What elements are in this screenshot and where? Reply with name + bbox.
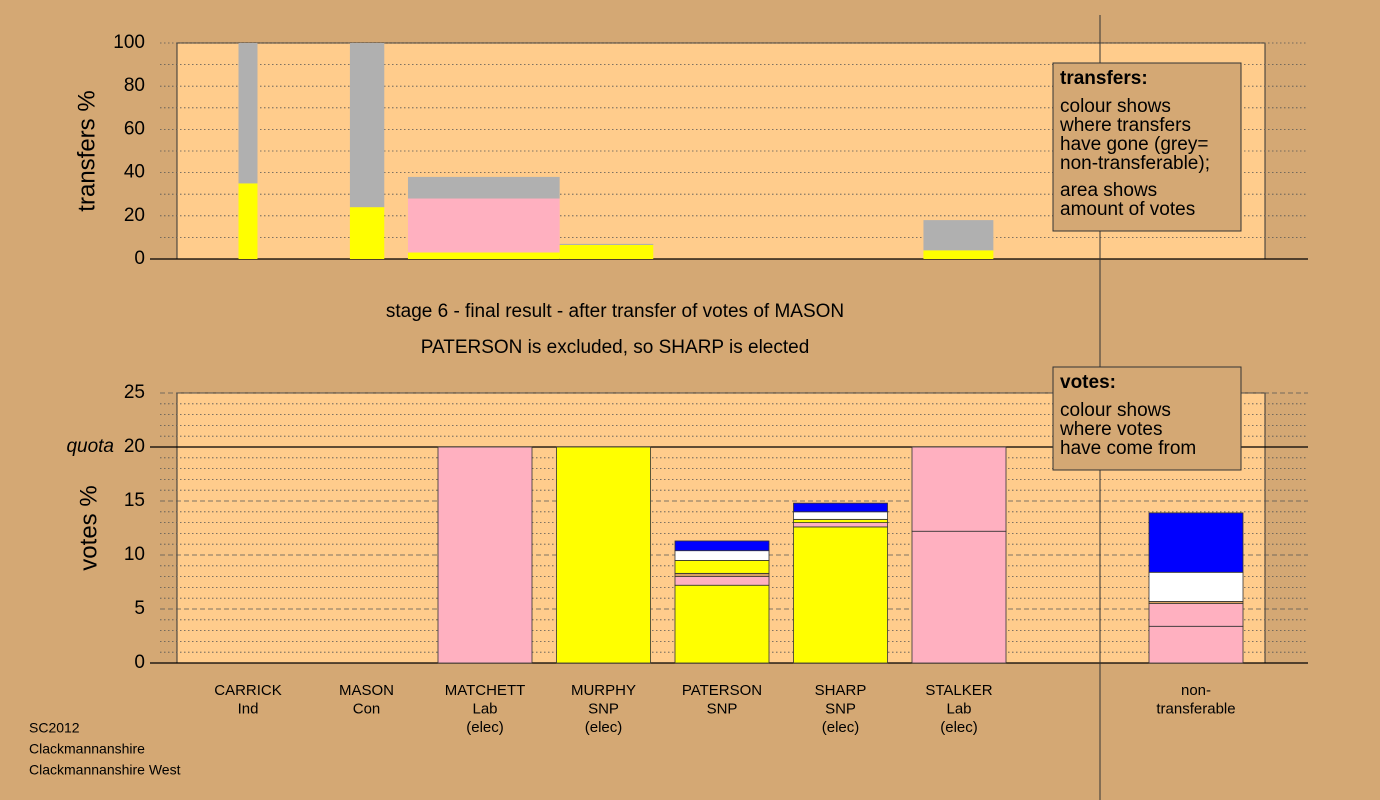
bar-segment — [674, 550, 770, 561]
transfer-segment — [407, 198, 560, 253]
x-tick-label: non- — [1181, 682, 1211, 699]
x-tick-label: (elec) — [940, 719, 978, 736]
legend-heading: votes: — [1060, 372, 1116, 393]
y-tick-label: 0 — [134, 652, 145, 673]
bar-segment — [674, 576, 770, 586]
bar-segment — [1148, 625, 1244, 664]
legend-box — [1052, 366, 1242, 471]
y-tick-label: 15 — [124, 490, 145, 511]
bar-segment — [556, 446, 651, 664]
bar-segment — [1148, 512, 1244, 573]
transfer-segment — [559, 243, 654, 245]
y-tick-label: 60 — [124, 118, 145, 139]
bar-segment — [911, 530, 1007, 664]
transfer-segment — [407, 252, 560, 259]
x-tick-label: SNP — [588, 700, 619, 717]
chart-title: stage 6 - final result - after transfer … — [386, 301, 844, 322]
bar-segment — [793, 522, 888, 528]
y-tick-label: 20 — [124, 436, 145, 457]
x-tick-label: SNP — [707, 700, 738, 717]
bar-segment — [674, 560, 770, 574]
bar-segment — [793, 518, 888, 523]
bar-segment — [674, 584, 770, 664]
x-tick-label: CARRICK — [214, 682, 282, 699]
footer-text: SC2012 — [29, 720, 80, 736]
x-tick-label: transferable — [1156, 700, 1235, 717]
x-tick-label: Ind — [238, 700, 259, 717]
x-tick-label: (elec) — [585, 719, 623, 736]
legend-text: area shows — [1060, 180, 1157, 201]
bar-segment — [911, 446, 1007, 532]
legend-text: colour shows — [1060, 96, 1171, 117]
bar-segment — [1148, 571, 1244, 602]
x-tick-label: SNP — [825, 700, 856, 717]
x-tick-label: MATCHETT — [445, 682, 526, 699]
legend-text: colour shows — [1060, 400, 1171, 421]
legend-text: have gone (grey= — [1060, 134, 1208, 155]
y-tick-label: 10 — [124, 544, 145, 565]
x-tick-label: SHARP — [815, 682, 867, 699]
transfer-segment — [349, 207, 385, 259]
x-tick-label: STALKER — [925, 682, 992, 699]
bar-segment — [793, 526, 888, 664]
legend-text: where votes — [1059, 419, 1162, 440]
bar-segment — [674, 572, 770, 577]
transfer-segment — [923, 250, 994, 259]
y-axis-label: votes % — [75, 485, 102, 570]
y-tick-label: 5 — [134, 598, 145, 619]
transfer-segment — [923, 220, 994, 251]
x-tick-label: MURPHY — [571, 682, 636, 699]
y-axis-label: transfers % — [73, 90, 100, 211]
legend-text: where transfers — [1059, 115, 1191, 136]
footer-text: Clackmannanshire West — [29, 762, 181, 778]
transfer-segment — [559, 244, 654, 259]
legend-text: amount of votes — [1060, 199, 1195, 220]
x-tick-label: Lab — [472, 700, 497, 717]
y-tick-label: 25 — [124, 382, 145, 403]
transfer-segment — [238, 183, 258, 259]
bar-segment — [793, 502, 888, 513]
x-tick-label: MASON — [339, 682, 394, 699]
transfer-segment — [238, 43, 258, 184]
footer-text: Clackmannanshire — [29, 741, 145, 757]
x-tick-label: Con — [353, 700, 381, 717]
x-tick-label: PATERSON — [682, 682, 762, 699]
transfer-segment — [349, 43, 385, 208]
y-tick-label: 40 — [124, 162, 145, 183]
chart-subtitle: PATERSON is excluded, so SHARP is electe… — [421, 337, 810, 358]
legend-heading: transfers: — [1060, 68, 1148, 89]
y-tick-label: 0 — [134, 248, 145, 269]
legend-box — [1052, 62, 1242, 232]
x-tick-label: Lab — [946, 700, 971, 717]
legend-text: non-transferable); — [1060, 153, 1210, 174]
x-tick-label: (elec) — [822, 719, 860, 736]
quota-label: quota — [66, 436, 114, 457]
x-tick-label: (elec) — [466, 719, 504, 736]
y-tick-label: 100 — [113, 32, 145, 53]
bar-segment — [1148, 603, 1244, 627]
bar-segment — [793, 511, 888, 520]
y-tick-label: 20 — [124, 205, 145, 226]
legend-text: have come from — [1060, 438, 1196, 459]
bar-segment — [437, 446, 533, 664]
bar-segment — [674, 540, 770, 552]
transfer-segment — [407, 176, 560, 199]
y-tick-label: 80 — [124, 75, 145, 96]
